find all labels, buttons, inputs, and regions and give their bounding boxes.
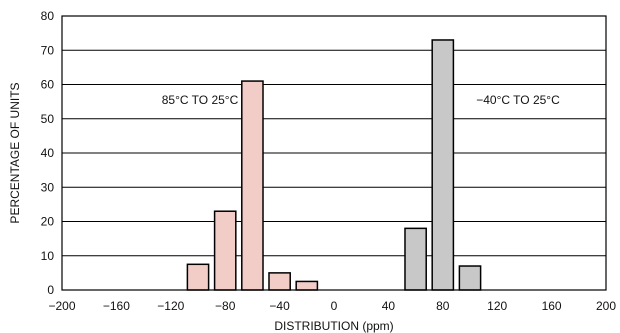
series-label-85c: 85°C TO 25°C: [162, 93, 239, 107]
y-tick-label-7: 70: [41, 43, 55, 57]
series-label-minus40c: −40°C TO 25°C: [476, 93, 560, 107]
x-tick-label-0: −200: [48, 299, 75, 313]
grid-lines: [62, 49, 606, 257]
y-tick-label-4: 40: [41, 146, 55, 160]
x-tick-label-4: −40: [269, 299, 290, 313]
x-tick-label-10: 200: [596, 299, 616, 313]
y-tick-label-5: 50: [41, 112, 55, 126]
bar-s0-4: [295, 280, 319, 291]
bar-s0-3: [268, 272, 291, 291]
x-tick-label-6: 40: [382, 299, 396, 313]
y-tick-label-2: 20: [41, 215, 55, 229]
x-axis-title: DISTRIBUTION (ppm): [274, 319, 393, 333]
x-tick-label-3: −80: [215, 299, 236, 313]
x-tick-label-7: 80: [436, 299, 450, 313]
x-tick-label-5: 0: [331, 299, 338, 313]
plot-frame: [61, 15, 607, 291]
bar-s0-1: [213, 210, 237, 291]
y-tick-label-1: 10: [41, 249, 55, 263]
bar-s1-0: [404, 227, 427, 291]
y-tick-label-6: 60: [41, 78, 55, 92]
bar-s1-2: [458, 265, 482, 291]
bar-s1-1: [431, 39, 455, 291]
y-axis-title: PERCENTAGE OF UNITS: [8, 82, 22, 223]
x-tick-label-2: −120: [157, 299, 184, 313]
x-tick-label-1: −160: [103, 299, 130, 313]
y-tick-label-8: 80: [41, 9, 55, 23]
bar-s0-0: [186, 263, 210, 291]
x-tick-labels: −200 −160 −120 −80 −40 0 40 80 120 160 200: [48, 299, 616, 313]
bars: [186, 39, 482, 291]
y-tick-label-0: 0: [47, 283, 54, 297]
bar-s0-2: [241, 80, 264, 291]
x-tick-label-8: 120: [487, 299, 507, 313]
y-tick-labels: 0 10 20 30 40 50 60 70 80: [41, 9, 55, 297]
y-tick-label-3: 30: [41, 180, 55, 194]
x-tick-label-9: 160: [542, 299, 562, 313]
